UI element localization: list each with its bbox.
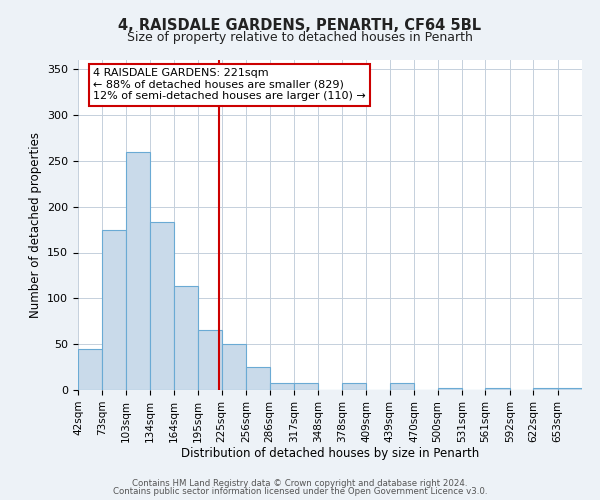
Bar [389, 382, 414, 390]
Text: Size of property relative to detached houses in Penarth: Size of property relative to detached ho… [127, 31, 473, 44]
Bar [342, 382, 366, 390]
Text: Contains public sector information licensed under the Open Government Licence v3: Contains public sector information licen… [113, 487, 487, 496]
X-axis label: Distribution of detached houses by size in Penarth: Distribution of detached houses by size … [181, 448, 479, 460]
Bar [294, 382, 318, 390]
Text: 4 RAISDALE GARDENS: 221sqm
← 88% of detached houses are smaller (829)
12% of sem: 4 RAISDALE GARDENS: 221sqm ← 88% of deta… [93, 68, 366, 102]
Bar [78, 349, 103, 390]
Y-axis label: Number of detached properties: Number of detached properties [29, 132, 41, 318]
Bar [103, 230, 126, 390]
Bar [246, 367, 269, 390]
Bar [557, 388, 582, 390]
Bar [126, 152, 150, 390]
Bar [437, 388, 462, 390]
Bar [221, 344, 246, 390]
Bar [150, 222, 174, 390]
Text: Contains HM Land Registry data © Crown copyright and database right 2024.: Contains HM Land Registry data © Crown c… [132, 479, 468, 488]
Bar [485, 388, 510, 390]
Text: 4, RAISDALE GARDENS, PENARTH, CF64 5BL: 4, RAISDALE GARDENS, PENARTH, CF64 5BL [118, 18, 482, 32]
Bar [269, 382, 294, 390]
Bar [533, 388, 557, 390]
Bar [198, 330, 221, 390]
Bar [174, 286, 198, 390]
